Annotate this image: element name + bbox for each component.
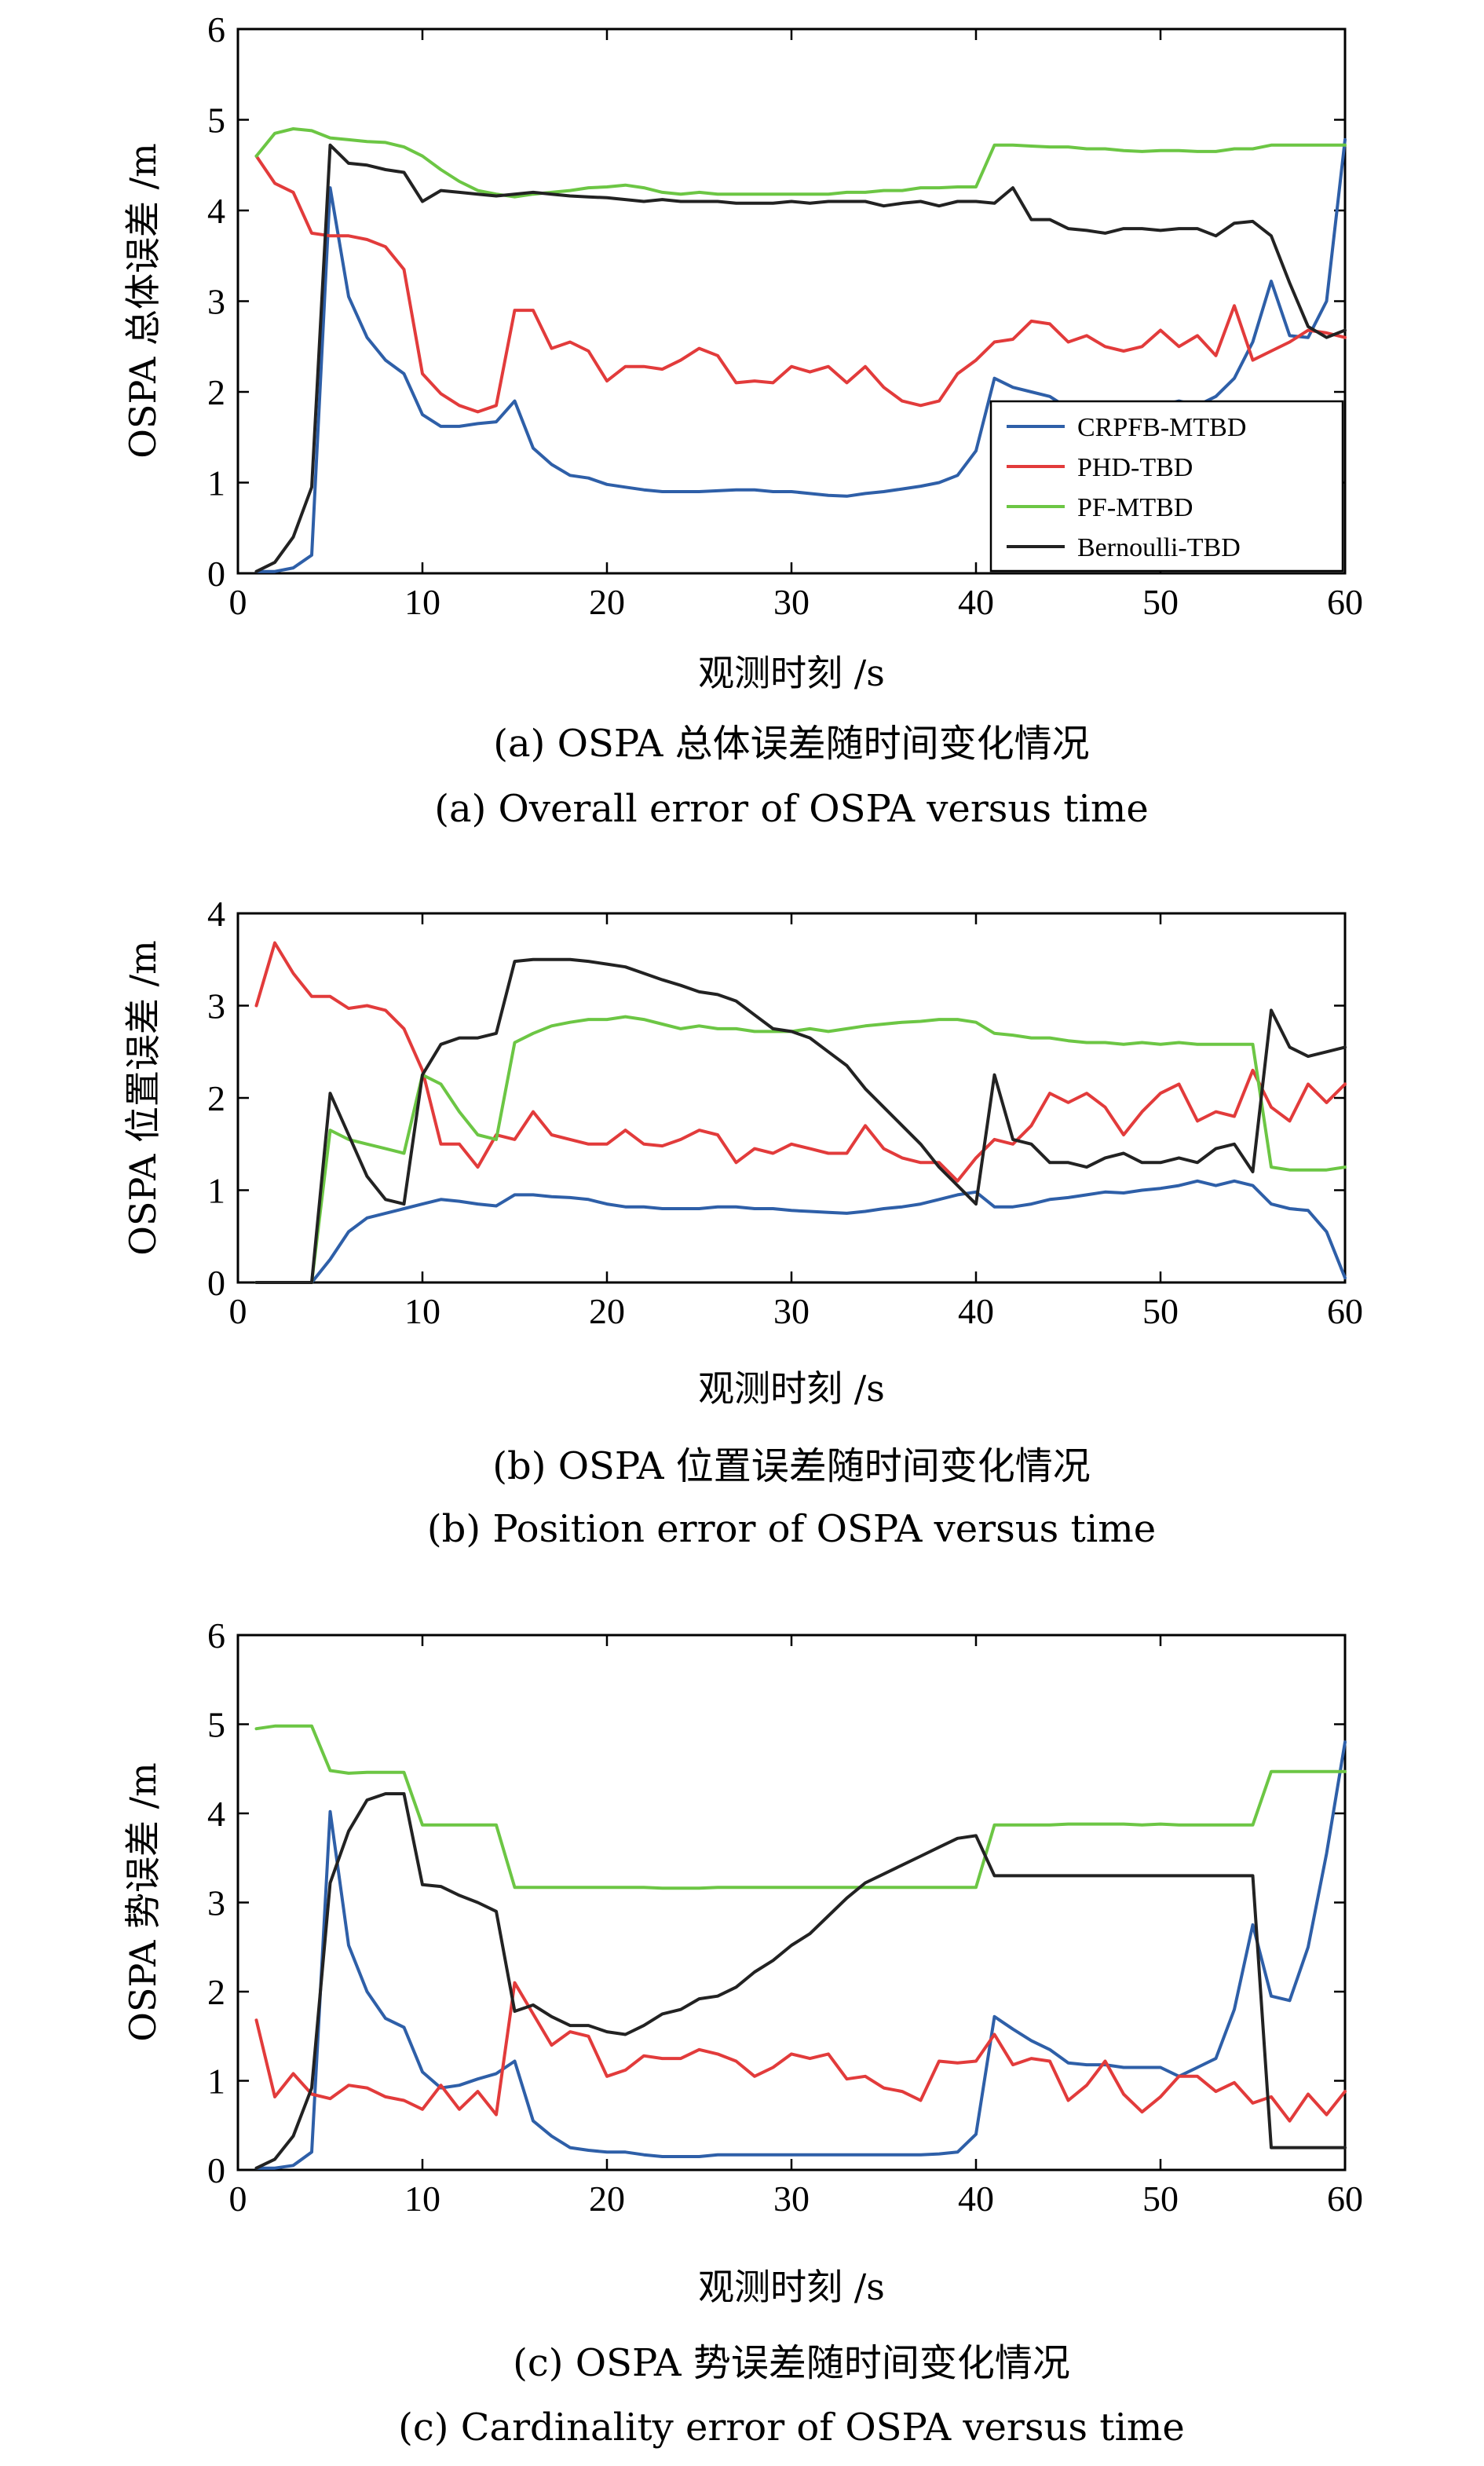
chart-a-xtick-label: 40 [958, 582, 994, 622]
chart-c-xtick-label: 10 [404, 2179, 440, 2219]
chart-a-ytick-label: 0 [207, 554, 225, 594]
chart-c-series-crpfb-line [254, 1740, 1347, 2170]
chart-c-ylabel: OSPA 势误差 /m [122, 1762, 164, 2042]
chart-b-series-bernoulli-line [254, 957, 1347, 1284]
chart-a: 0 10 20 30 40 50 60 0 1 2 3 4 5 6 CRPFB-MTBD PHD-TBD … [122, 9, 1363, 831]
chart-b-series-phd-line [254, 941, 1347, 1183]
legend-label-bernoulli: Bernoulli-TBD [1077, 533, 1241, 562]
chart-c-xtick-label: 30 [773, 2179, 810, 2219]
chart-b-ytick-label: 4 [207, 894, 225, 934]
chart-c-series [254, 1724, 1347, 2170]
chart-c-xtick-label: 0 [229, 2179, 247, 2219]
chart-b-xtick-label: 60 [1327, 1291, 1363, 1331]
chart-a-ytick-label: 2 [207, 372, 225, 412]
chart-b-series-crpfb-line [254, 1179, 1347, 1284]
chart-c-caption-en: (c) Cardinality error of OSPA versus tim… [398, 2406, 1185, 2450]
chart-b-caption-cn: (b) OSPA 位置误差随时间变化情况 [492, 1444, 1091, 1488]
legend-label-crpfb: CRPFB-MTBD [1077, 413, 1246, 442]
chart-a-xtick-label: 60 [1327, 582, 1363, 622]
chart-c-plot-frame [236, 1634, 1347, 2171]
chart-a-series [254, 127, 1347, 573]
chart-c-series-bernoulli-line [254, 1792, 1347, 2170]
chart-a-series-phd-line [254, 154, 1347, 414]
chart-a-ytick-label: 3 [207, 282, 225, 322]
chart-c-ytick-label: 2 [207, 1972, 225, 2012]
chart-c-ytick-label: 5 [207, 1705, 225, 1745]
chart-a-xlabel: 观测时刻 /s [698, 652, 885, 694]
chart-c-ytick-label: 1 [207, 2062, 225, 2102]
chart-c-xtick-label: 60 [1327, 2179, 1363, 2219]
chart-a-xtick-label: 10 [404, 582, 440, 622]
chart-c-xlabel: 观测时刻 /s [698, 2266, 885, 2308]
chart-c-ytick-label: 3 [207, 1883, 225, 1923]
chart-c-ytick-label: 0 [207, 2150, 225, 2190]
chart-b-ytick-label: 2 [207, 1078, 225, 1118]
chart-a-xtick-label: 0 [229, 582, 247, 622]
chart-c-caption-cn: (c) OSPA 势误差随时间变化情况 [513, 2341, 1070, 2385]
chart-b-ylabel: OSPA 位置误差 /m [122, 940, 164, 1256]
chart-a-ylabel: OSPA 总体误差 /m [122, 143, 164, 459]
chart-a-ytick-label: 1 [207, 463, 225, 503]
chart-c-ticks: 0 10 20 30 40 50 60 0 1 2 3 4 5 6 [207, 1615, 1363, 2219]
chart-c-xtick-label: 40 [958, 2179, 994, 2219]
chart-b-xtick-label: 40 [958, 1291, 994, 1331]
chart-a-series-pf-line [254, 127, 1347, 199]
chart-b-xtick-label: 10 [404, 1291, 440, 1331]
chart-c-xtick-label: 20 [589, 2179, 625, 2219]
chart-b-series [254, 941, 1347, 1284]
chart-a-ytick-label: 6 [207, 9, 225, 49]
chart-b-ticks: 0 10 20 30 40 50 60 0 1 2 3 4 [207, 894, 1363, 1331]
chart-b-caption-en: (b) Position error of OSPA versus time [427, 1507, 1156, 1551]
chart-a-legend: CRPFB-MTBD PHD-TBD PF-MTBD Bernoulli-TBD [989, 400, 1344, 573]
chart-b-xlabel: 观测时刻 /s [698, 1367, 885, 1410]
chart-a-ytick-label: 4 [207, 191, 225, 231]
legend-label-pf: PF-MTBD [1077, 493, 1193, 522]
chart-b-xtick-label: 20 [589, 1291, 625, 1331]
legend-label-phd: PHD-TBD [1077, 453, 1193, 482]
chart-b-ytick-label: 3 [207, 986, 225, 1026]
chart-c-series-pf-line [254, 1724, 1347, 1890]
chart-b-series-pf-line [254, 1015, 1347, 1284]
chart-c-ytick-label: 4 [207, 1794, 225, 1834]
legend-box [989, 400, 1344, 573]
chart-b-xtick-label: 50 [1142, 1291, 1179, 1331]
chart-a-xtick-label: 20 [589, 582, 625, 622]
chart-a-xtick-label: 30 [773, 582, 810, 622]
chart-a-series-bernoulli-line [254, 143, 1347, 573]
chart-a-caption-cn: (a) OSPA 总体误差随时间变化情况 [493, 722, 1089, 766]
chart-b-ytick-label: 0 [207, 1263, 225, 1303]
chart-b-ytick-label: 1 [207, 1171, 225, 1211]
chart-c-ytick-label: 6 [207, 1615, 225, 1656]
chart-a-caption-en: (a) Overall error of OSPA versus time [434, 787, 1149, 831]
chart-a-xtick-label: 50 [1142, 582, 1179, 622]
chart-c-xtick-label: 50 [1142, 2179, 1179, 2219]
chart-b-xtick-label: 0 [229, 1291, 247, 1331]
chart-b-plot-frame [236, 912, 1347, 1284]
chart-c: 0 10 20 30 40 50 60 0 1 2 3 4 5 6 OSPA 势误差 /m 观测时刻 /s… [122, 1615, 1363, 2450]
chart-a-ytick-label: 5 [207, 101, 225, 141]
chart-c-series-phd-line [254, 1981, 1347, 2123]
chart-b-xtick-label: 30 [773, 1291, 810, 1331]
chart-a-ticks: 0 10 20 30 40 50 60 0 1 2 3 4 5 6 [207, 9, 1363, 622]
